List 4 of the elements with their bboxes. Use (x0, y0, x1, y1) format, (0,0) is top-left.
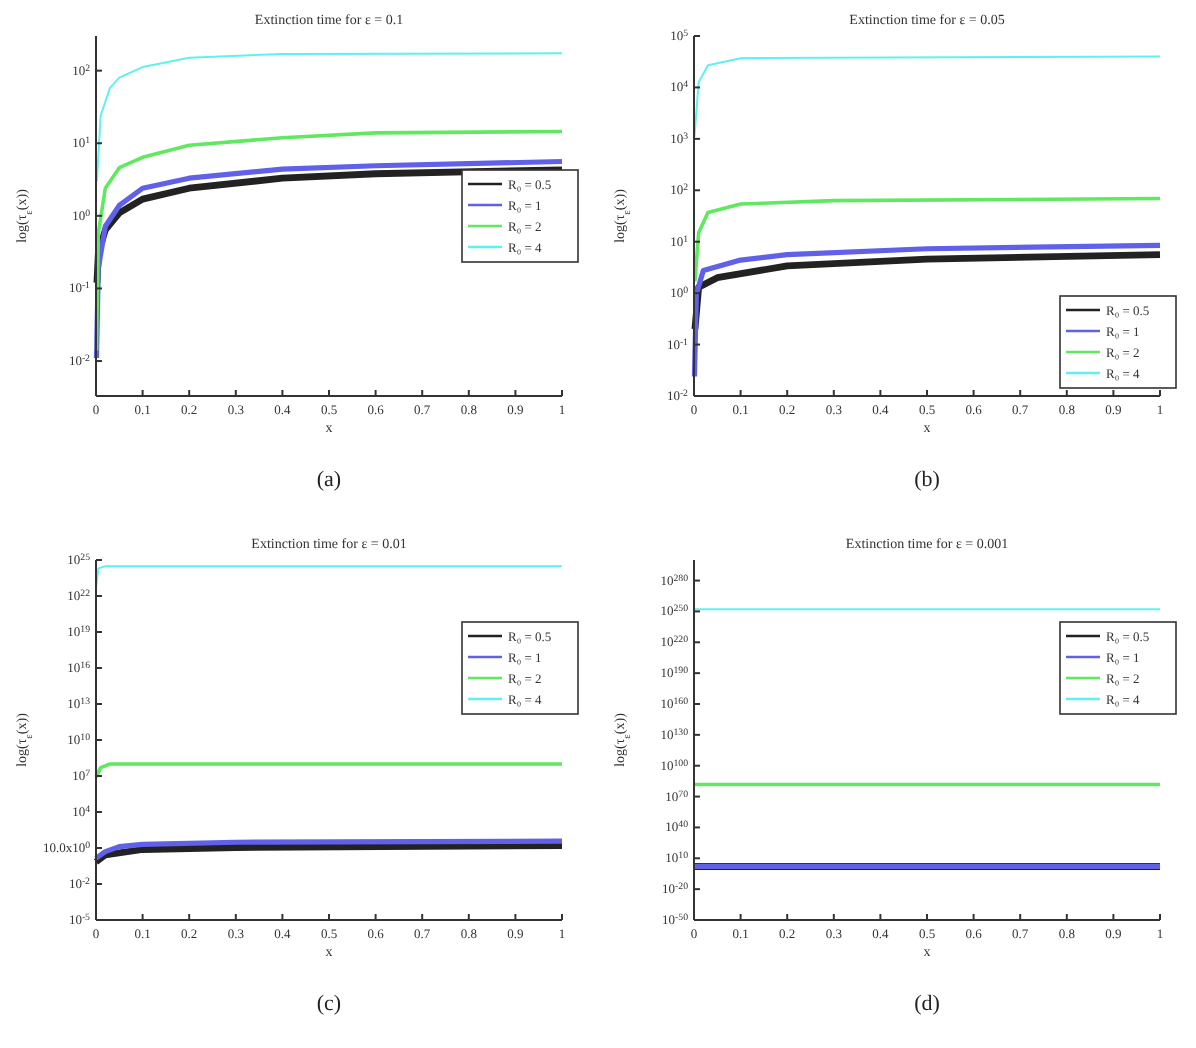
text: (b) (914, 468, 941, 492)
text: (c) (316, 992, 342, 1016)
text: (a) (316, 468, 342, 492)
text: (d) (914, 992, 941, 1016)
